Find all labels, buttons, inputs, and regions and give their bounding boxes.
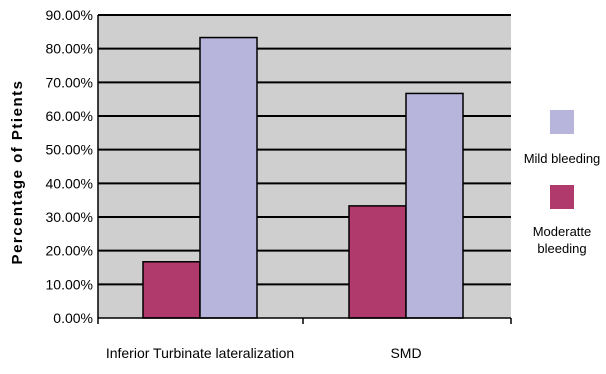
- y-tick-label: 70.00%: [46, 74, 93, 90]
- legend-swatch-mild: [550, 110, 574, 134]
- y-axis-label: Percentage of Ptients: [9, 80, 26, 265]
- y-tick-label: 90.00%: [46, 7, 93, 23]
- legend-swatch-moderate: [550, 185, 574, 209]
- y-tick-label: 50.00%: [46, 142, 93, 158]
- bar-mild-1: [405, 92, 464, 319]
- x-category-label: SMD: [390, 345, 421, 361]
- y-tick-label: 80.00%: [46, 41, 93, 57]
- legend-label-moderate: Moderatte: [533, 224, 592, 239]
- y-tick-label: 0.00%: [53, 310, 93, 326]
- bar-moderate-0: [142, 261, 201, 319]
- y-tick-label: 30.00%: [46, 209, 93, 225]
- legend-label-mild: Mild bleeding: [524, 151, 601, 166]
- y-tick-label: 10.00%: [46, 276, 93, 292]
- x-category-label: Inferior Turbinate lateralization: [106, 345, 294, 361]
- bar-mild-0: [199, 36, 258, 319]
- y-tick-label: 60.00%: [46, 108, 93, 124]
- y-tick-label: 40.00%: [46, 175, 93, 191]
- legend-label-moderate: bleeding: [537, 241, 586, 256]
- bar-moderate-1: [348, 205, 407, 319]
- y-tick-label: 20.00%: [46, 243, 93, 259]
